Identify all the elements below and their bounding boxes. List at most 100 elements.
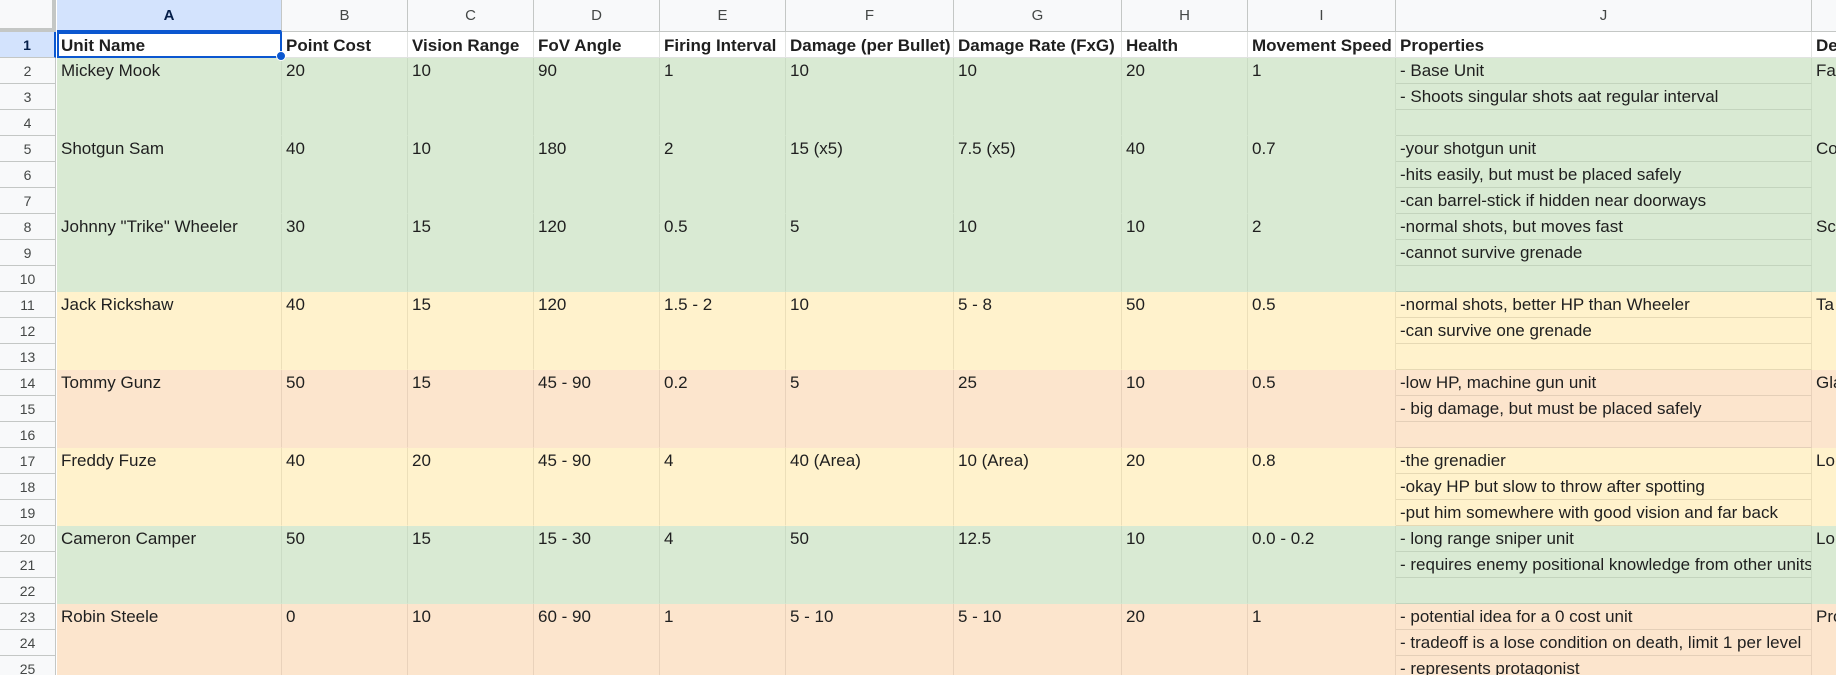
rate-cell[interactable]: 12.5 [954, 526, 1122, 604]
health-cell[interactable]: 20 [1122, 604, 1248, 675]
vision-cell[interactable]: 15 [408, 214, 534, 292]
unit-name-cell[interactable]: Tommy Gunz [57, 370, 282, 448]
fov-cell[interactable]: 90 [534, 58, 660, 136]
vision-cell[interactable]: 10 [408, 136, 534, 214]
rate-cell[interactable]: 5 - 10 [954, 604, 1122, 675]
header-cell-interval[interactable]: Firing Interval [660, 32, 786, 58]
row-header-22[interactable]: 22 [0, 578, 56, 604]
interval-cell[interactable]: 1 [660, 58, 786, 136]
property-cell[interactable] [1396, 344, 1812, 370]
property-cell[interactable]: -hits easily, but must be placed safely [1396, 162, 1812, 188]
health-cell[interactable]: 40 [1122, 136, 1248, 214]
row-header-8[interactable]: 8 [0, 214, 56, 240]
rate-cell[interactable]: 25 [954, 370, 1122, 448]
property-cell[interactable]: - long range sniper unit [1396, 526, 1812, 552]
property-cell[interactable]: -okay HP but slow to throw after spottin… [1396, 474, 1812, 500]
column-header-c[interactable]: C [408, 0, 534, 32]
unit-name-cell[interactable]: Cameron Camper [57, 526, 282, 604]
header-cell-fov[interactable]: FoV Angle [534, 32, 660, 58]
header-cell-health[interactable]: Health [1122, 32, 1248, 58]
health-cell[interactable]: 10 [1122, 370, 1248, 448]
select-all-corner[interactable] [0, 0, 56, 32]
speed-cell[interactable]: 0.7 [1248, 136, 1396, 214]
health-cell[interactable]: 20 [1122, 448, 1248, 526]
row-header-17[interactable]: 17 [0, 448, 56, 474]
column-header-i[interactable]: I [1248, 0, 1396, 32]
damage-cell[interactable]: 5 [786, 214, 954, 292]
interval-cell[interactable]: 0.2 [660, 370, 786, 448]
column-header-h[interactable]: H [1122, 0, 1248, 32]
row-header-3[interactable]: 3 [0, 84, 56, 110]
cost-cell[interactable]: 20 [282, 58, 408, 136]
interval-cell[interactable]: 1 [660, 604, 786, 675]
column-header-k[interactable] [1812, 0, 1836, 32]
damage-cell[interactable]: 5 - 10 [786, 604, 954, 675]
fov-cell[interactable]: 120 [534, 214, 660, 292]
row-header-19[interactable]: 19 [0, 500, 56, 526]
property-cell[interactable]: - requires enemy positional knowledge fr… [1396, 552, 1812, 578]
row-header-11[interactable]: 11 [0, 292, 56, 318]
speed-cell[interactable]: 2 [1248, 214, 1396, 292]
header-cell-damage[interactable]: Damage (per Bullet) [786, 32, 954, 58]
desc-cell[interactable]: Co [1812, 136, 1836, 214]
fov-cell[interactable]: 15 - 30 [534, 526, 660, 604]
cost-cell[interactable]: 40 [282, 136, 408, 214]
property-cell[interactable]: -low HP, machine gun unit [1396, 370, 1812, 396]
unit-name-cell[interactable]: Freddy Fuze [57, 448, 282, 526]
unit-name-cell[interactable]: Mickey Mook [57, 58, 282, 136]
rate-cell[interactable]: 7.5 (x5) [954, 136, 1122, 214]
fov-cell[interactable]: 120 [534, 292, 660, 370]
desc-cell[interactable]: Lo [1812, 448, 1836, 526]
damage-cell[interactable]: 15 (x5) [786, 136, 954, 214]
rate-cell[interactable]: 10 (Area) [954, 448, 1122, 526]
interval-cell[interactable]: 4 [660, 526, 786, 604]
vision-cell[interactable]: 10 [408, 604, 534, 675]
damage-cell[interactable]: 10 [786, 58, 954, 136]
row-header-24[interactable]: 24 [0, 630, 56, 656]
row-header-23[interactable]: 23 [0, 604, 56, 630]
health-cell[interactable]: 10 [1122, 526, 1248, 604]
cost-cell[interactable]: 40 [282, 292, 408, 370]
property-cell[interactable]: - tradeoff is a lose condition on death,… [1396, 630, 1812, 656]
speed-cell[interactable]: 0.5 [1248, 292, 1396, 370]
rate-cell[interactable]: 10 [954, 58, 1122, 136]
row-header-5[interactable]: 5 [0, 136, 56, 162]
row-header-16[interactable]: 16 [0, 422, 56, 448]
row-header-4[interactable]: 4 [0, 110, 56, 136]
column-header-f[interactable]: F [786, 0, 954, 32]
interval-cell[interactable]: 0.5 [660, 214, 786, 292]
row-header-14[interactable]: 14 [0, 370, 56, 396]
health-cell[interactable]: 20 [1122, 58, 1248, 136]
vision-cell[interactable]: 15 [408, 370, 534, 448]
property-cell[interactable]: -your shotgun unit [1396, 136, 1812, 162]
rate-cell[interactable]: 5 - 8 [954, 292, 1122, 370]
header-cell-name[interactable]: Unit Name [57, 32, 282, 58]
damage-cell[interactable]: 10 [786, 292, 954, 370]
row-header-1[interactable]: 1 [0, 32, 56, 58]
property-cell[interactable]: - represents protagonist [1396, 656, 1812, 675]
fov-cell[interactable]: 180 [534, 136, 660, 214]
unit-name-cell[interactable]: Robin Steele [57, 604, 282, 675]
vision-cell[interactable]: 15 [408, 292, 534, 370]
row-header-25[interactable]: 25 [0, 656, 56, 675]
property-cell[interactable] [1396, 422, 1812, 448]
interval-cell[interactable]: 2 [660, 136, 786, 214]
header-cell-cost[interactable]: Point Cost [282, 32, 408, 58]
property-cell[interactable]: -cannot survive grenade [1396, 240, 1812, 266]
desc-cell[interactable]: Gla [1812, 370, 1836, 448]
property-cell[interactable]: -normal shots, but moves fast [1396, 214, 1812, 240]
damage-cell[interactable]: 50 [786, 526, 954, 604]
header-cell-speed[interactable]: Movement Speed [1248, 32, 1396, 58]
row-header-9[interactable]: 9 [0, 240, 56, 266]
interval-cell[interactable]: 4 [660, 448, 786, 526]
health-cell[interactable]: 50 [1122, 292, 1248, 370]
interval-cell[interactable]: 1.5 - 2 [660, 292, 786, 370]
damage-cell[interactable]: 5 [786, 370, 954, 448]
cost-cell[interactable]: 50 [282, 370, 408, 448]
row-header-12[interactable]: 12 [0, 318, 56, 344]
rate-cell[interactable]: 10 [954, 214, 1122, 292]
speed-cell[interactable]: 0.5 [1248, 370, 1396, 448]
row-header-6[interactable]: 6 [0, 162, 56, 188]
desc-cell[interactable]: Ta [1812, 292, 1836, 370]
column-header-b[interactable]: B [282, 0, 408, 32]
